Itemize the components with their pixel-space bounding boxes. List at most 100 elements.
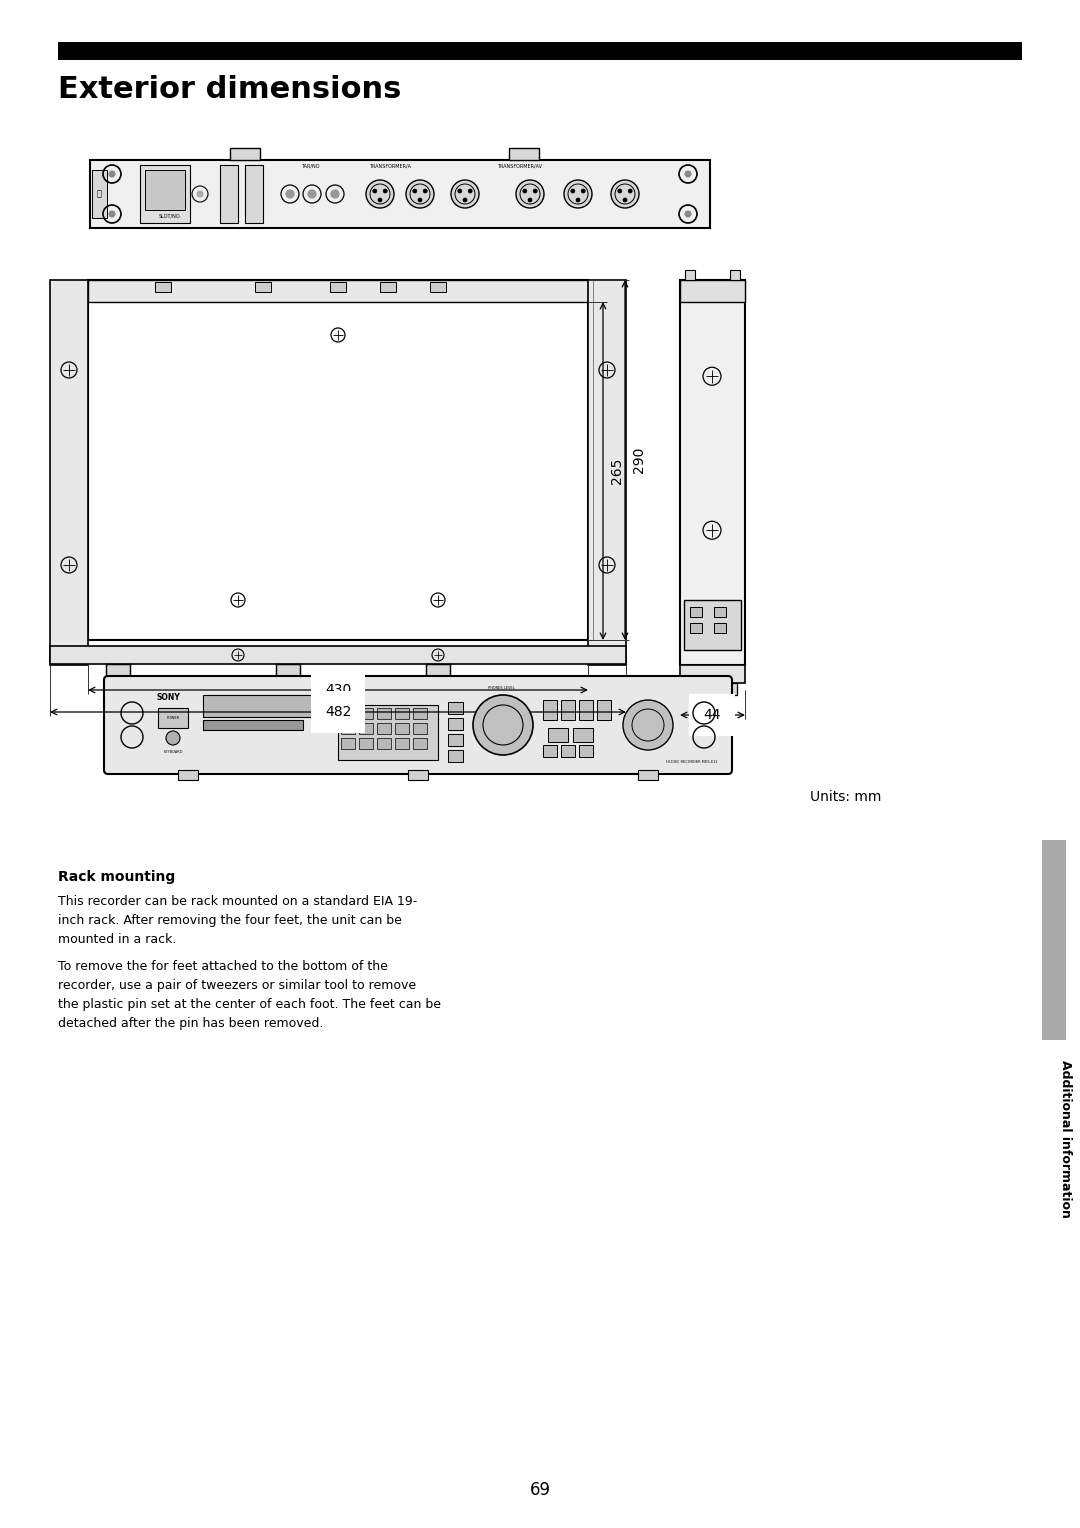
Text: KEYBOARD: KEYBOARD xyxy=(163,750,183,753)
Circle shape xyxy=(366,180,394,208)
Bar xyxy=(377,738,391,749)
Bar xyxy=(220,165,238,223)
Circle shape xyxy=(383,189,388,193)
Bar xyxy=(430,283,446,292)
Bar xyxy=(341,707,355,720)
Bar xyxy=(145,170,185,209)
Circle shape xyxy=(523,189,527,193)
Text: ⌒: ⌒ xyxy=(96,189,102,199)
Bar xyxy=(448,733,463,746)
Bar xyxy=(276,665,300,675)
Circle shape xyxy=(611,180,639,208)
Bar xyxy=(680,280,745,665)
Bar xyxy=(680,280,745,303)
Bar xyxy=(690,607,702,617)
Text: This recorder can be rack mounted on a standard EIA 19-
inch rack. After removin: This recorder can be rack mounted on a s… xyxy=(58,895,417,946)
Bar xyxy=(426,665,450,675)
Text: 290: 290 xyxy=(632,446,646,474)
Circle shape xyxy=(418,199,422,202)
Circle shape xyxy=(469,189,472,193)
Bar xyxy=(156,283,171,292)
Bar xyxy=(408,770,428,779)
Bar xyxy=(106,665,130,675)
Text: Units: mm: Units: mm xyxy=(810,790,881,804)
Bar xyxy=(380,283,396,292)
Circle shape xyxy=(286,189,294,199)
Bar xyxy=(588,280,626,665)
Circle shape xyxy=(451,180,480,208)
Circle shape xyxy=(516,180,544,208)
Text: TRANSFORMER/AV: TRANSFORMER/AV xyxy=(498,163,542,170)
Circle shape xyxy=(166,730,180,746)
Bar xyxy=(448,701,463,714)
Circle shape xyxy=(406,180,434,208)
Bar xyxy=(338,704,438,759)
Circle shape xyxy=(473,695,534,755)
Bar xyxy=(341,738,355,749)
Circle shape xyxy=(576,199,580,202)
Bar xyxy=(543,700,557,720)
Bar xyxy=(359,738,373,749)
Bar xyxy=(685,270,696,280)
Bar xyxy=(548,727,568,743)
Text: Rack mounting: Rack mounting xyxy=(58,869,175,885)
Bar xyxy=(509,148,539,160)
Text: 482: 482 xyxy=(325,704,351,720)
Bar xyxy=(87,280,588,303)
Bar xyxy=(573,727,593,743)
Bar xyxy=(688,683,737,695)
Text: 265: 265 xyxy=(610,458,624,484)
Bar xyxy=(377,723,391,733)
Bar xyxy=(690,623,702,633)
Text: POWER: POWER xyxy=(166,717,179,720)
Circle shape xyxy=(109,171,114,177)
Text: HI-DISC RECORDER MDS-E12: HI-DISC RECORDER MDS-E12 xyxy=(666,759,718,764)
Bar xyxy=(413,738,427,749)
Bar xyxy=(597,700,611,720)
Bar xyxy=(50,646,626,665)
Circle shape xyxy=(629,189,632,193)
Circle shape xyxy=(581,189,585,193)
Circle shape xyxy=(413,189,417,193)
Bar xyxy=(684,601,741,649)
Bar xyxy=(90,160,710,228)
Circle shape xyxy=(571,189,575,193)
Bar xyxy=(1042,840,1066,1041)
Bar xyxy=(255,283,271,292)
Text: To remove the for feet attached to the bottom of the
recorder, use a pair of twe: To remove the for feet attached to the b… xyxy=(58,960,441,1030)
Circle shape xyxy=(534,189,537,193)
Bar xyxy=(377,707,391,720)
Text: 44: 44 xyxy=(703,707,720,723)
Bar xyxy=(413,723,427,733)
Circle shape xyxy=(373,189,377,193)
Circle shape xyxy=(685,171,691,177)
Bar xyxy=(579,700,593,720)
Bar xyxy=(638,770,658,779)
Bar xyxy=(413,707,427,720)
Bar xyxy=(203,720,303,730)
Bar xyxy=(448,718,463,730)
Bar xyxy=(87,280,588,640)
Text: Additional information: Additional information xyxy=(1058,1060,1071,1218)
Circle shape xyxy=(463,199,467,202)
Bar xyxy=(543,746,557,756)
Text: 69: 69 xyxy=(529,1481,551,1499)
Text: 430: 430 xyxy=(325,683,351,697)
Bar xyxy=(106,665,130,675)
Bar xyxy=(50,280,87,665)
Bar xyxy=(92,170,107,219)
Bar xyxy=(245,165,264,223)
Text: SLOT/NO.: SLOT/NO. xyxy=(159,214,181,219)
Bar xyxy=(341,723,355,733)
Bar xyxy=(448,750,463,762)
Bar xyxy=(158,707,188,727)
Circle shape xyxy=(618,189,622,193)
Bar xyxy=(395,723,409,733)
Bar xyxy=(714,623,726,633)
Circle shape xyxy=(528,199,532,202)
Bar xyxy=(561,700,575,720)
Circle shape xyxy=(330,189,339,199)
Bar xyxy=(276,665,300,675)
Bar xyxy=(359,723,373,733)
Bar xyxy=(230,148,260,160)
